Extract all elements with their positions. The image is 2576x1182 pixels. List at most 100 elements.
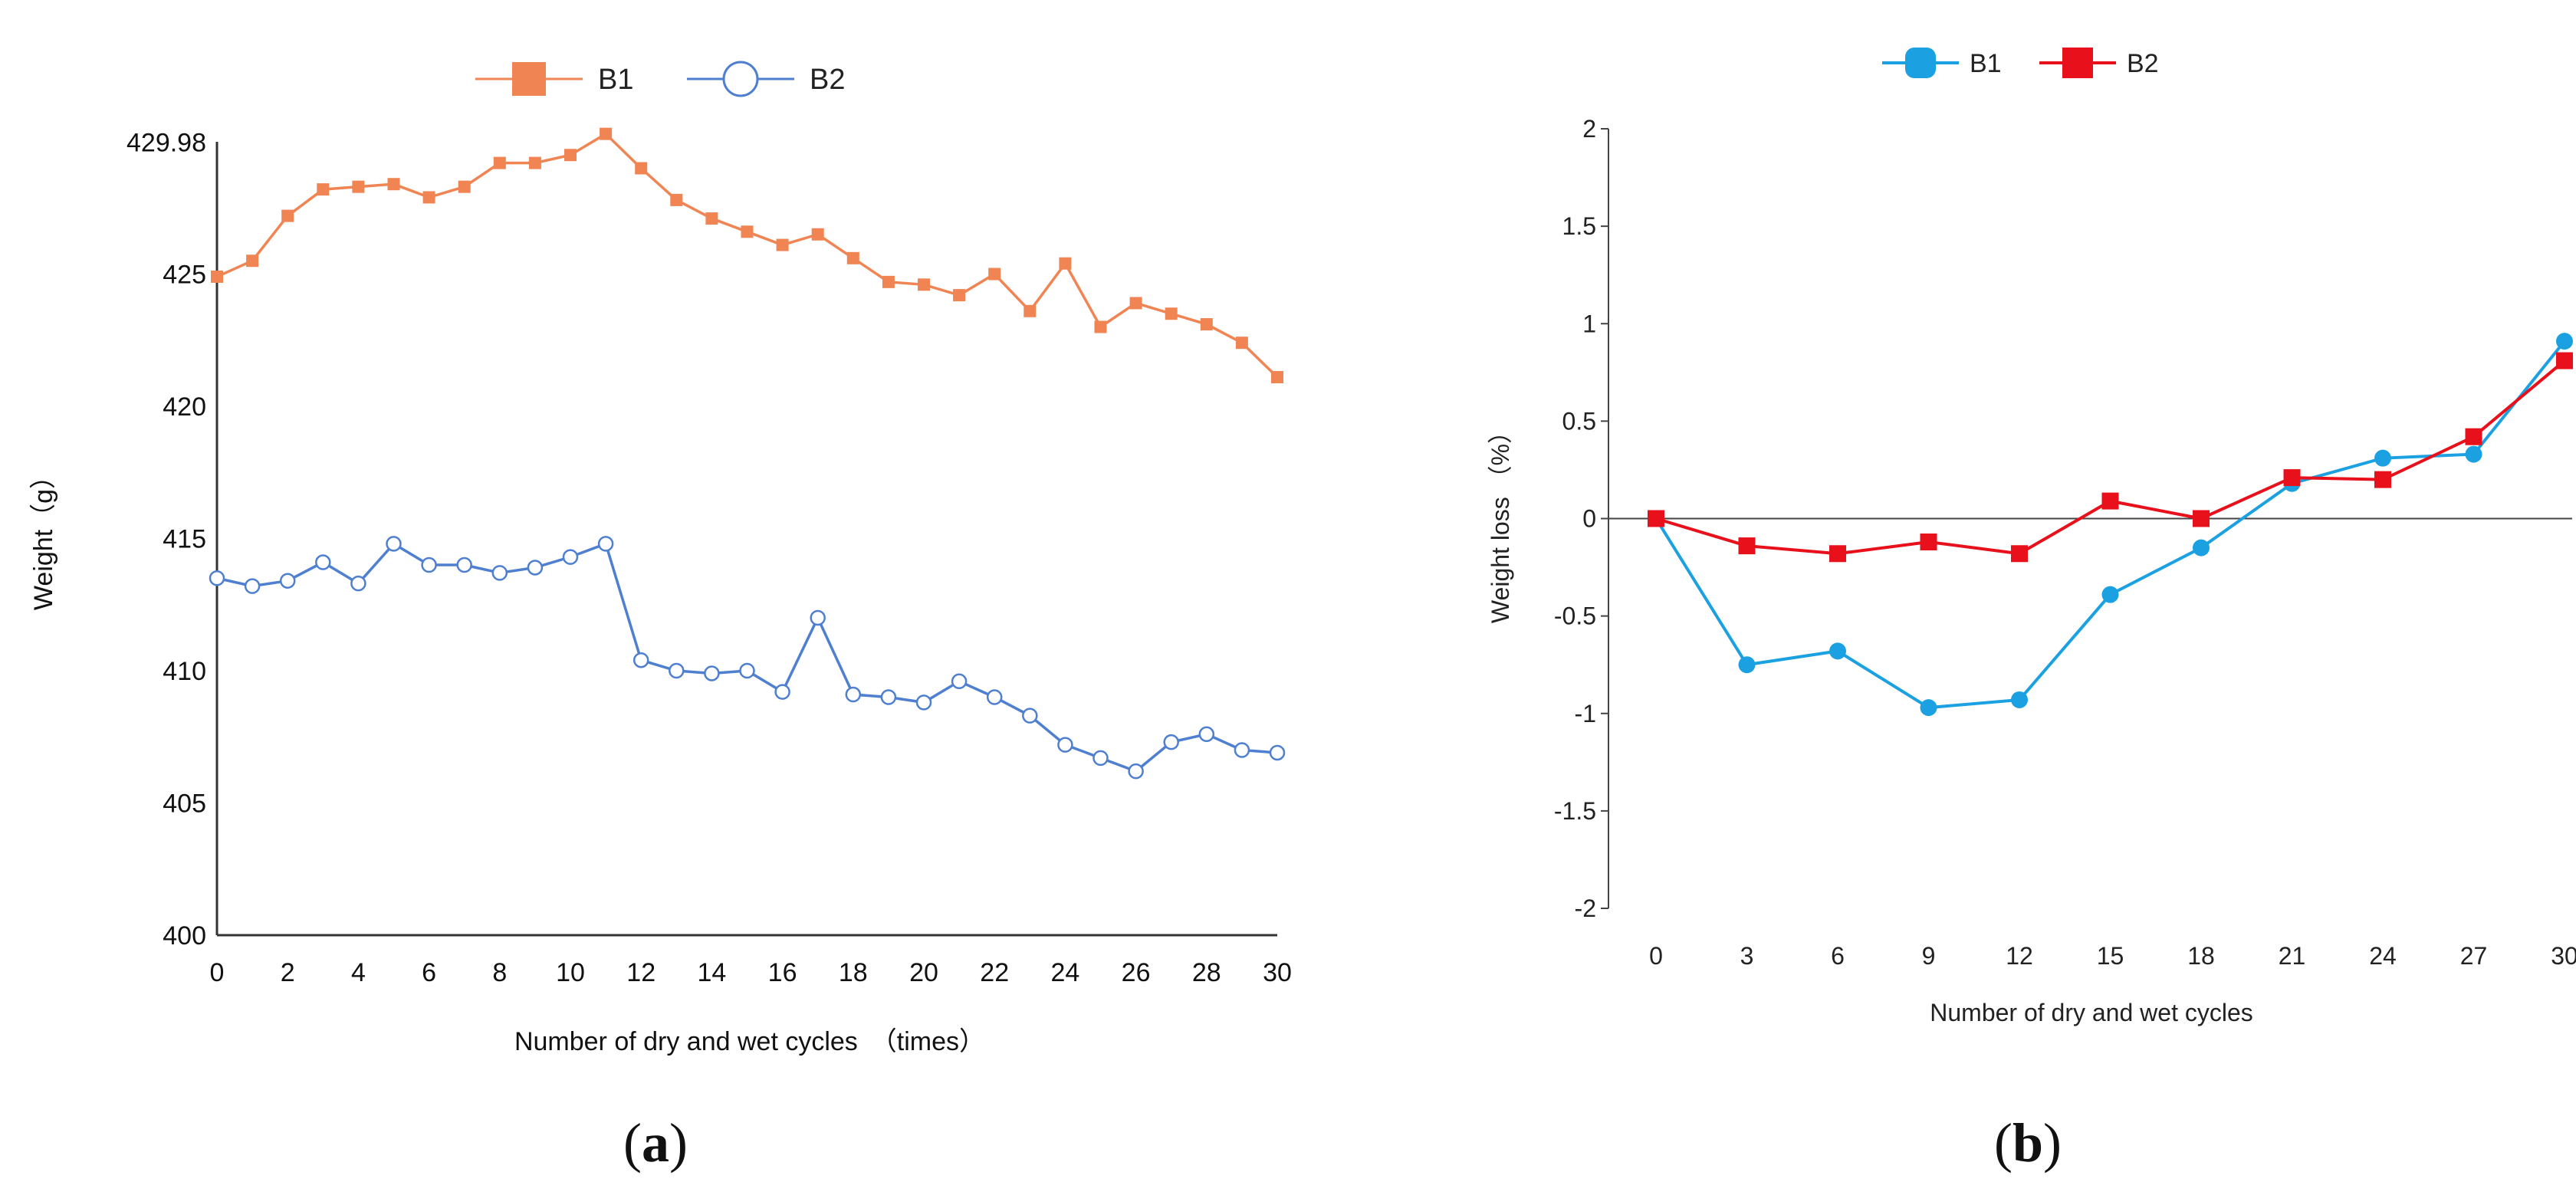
data-point-B2: [704, 665, 720, 681]
data-point-B2: [209, 570, 225, 586]
x-tick-label: 27: [2460, 942, 2488, 970]
x-tick-label: 30: [2551, 942, 2576, 970]
y-tick-label: 400: [163, 921, 206, 951]
series-line-B2: [216, 542, 1278, 773]
data-point-B1: [600, 127, 613, 140]
series-line-B1: [1654, 340, 2566, 710]
x-tick-label: 16: [768, 958, 797, 987]
y-axis-title: Weight loss （%）: [1487, 419, 1514, 623]
data-point-B1: [1094, 320, 1107, 333]
data-point-B2: [1022, 708, 1038, 724]
y-tick-label: 1.5: [1562, 212, 1596, 240]
data-point-B2: [2465, 428, 2482, 445]
data-point-B2: [2101, 492, 2119, 510]
data-point-B2: [951, 673, 968, 690]
data-point-B1: [776, 238, 789, 251]
x-tick-label: 24: [1050, 958, 1079, 987]
data-point-B1: [705, 212, 718, 225]
data-point-B1: [2193, 539, 2210, 557]
data-point-B1: [2465, 445, 2482, 463]
data-point-B1: [2101, 586, 2119, 603]
data-point-B2: [597, 536, 614, 552]
data-point-B2: [1198, 726, 1215, 743]
legend-label-B2: B2: [2127, 49, 2159, 78]
legend-marker-B2: [722, 61, 759, 97]
data-point-B1: [246, 254, 259, 268]
y-tick-label: -1.5: [1554, 797, 1596, 825]
data-point-B2: [810, 609, 826, 626]
data-point-B2: [1234, 742, 1250, 758]
x-tick-label: 20: [909, 958, 938, 987]
data-point-B1: [564, 149, 577, 162]
data-point-B2: [562, 549, 579, 565]
x-tick-label: 24: [2369, 942, 2397, 970]
caption-open: (: [1994, 1112, 2013, 1174]
data-point-B2: [1269, 744, 1286, 761]
data-point-B2: [669, 662, 685, 679]
y-tick-label: 0: [1582, 505, 1596, 533]
x-tick-label: 0: [1649, 942, 1663, 970]
x-tick-label: 4: [351, 958, 366, 987]
legend-label-B1: B1: [1970, 49, 2002, 78]
x-tick-label: 18: [839, 958, 868, 987]
x-axis-title: Number of dry and wet cycles （times）: [514, 1027, 985, 1056]
legend: B1 B2: [475, 61, 845, 97]
series-B1: [1648, 333, 2573, 717]
data-point-B1: [387, 178, 400, 191]
data-point-B2: [1648, 510, 1664, 527]
y-tick-label: 415: [163, 525, 206, 554]
x-tick-label: 6: [422, 958, 436, 987]
data-point-B1: [988, 268, 1001, 281]
x-tick-label: 28: [1192, 958, 1221, 987]
x-tick-label: 12: [2006, 942, 2033, 970]
x-tick-label: 3: [1740, 942, 1754, 970]
data-point-B1: [846, 251, 859, 264]
data-point-B2: [774, 684, 790, 700]
y-tick-label: 0.5: [1562, 407, 1596, 435]
y-axis-title: Weight（g）: [29, 463, 58, 610]
data-point-B1: [352, 180, 365, 193]
series-line-B1: [216, 132, 1279, 379]
series-B2: [209, 536, 1286, 780]
data-point-B2: [350, 575, 366, 592]
data-point-B2: [2011, 545, 2028, 563]
data-point-B1: [918, 278, 930, 291]
y-tick-label: 420: [163, 392, 206, 422]
x-tick-label: 10: [556, 958, 585, 987]
x-tick-label: 30: [1263, 958, 1292, 987]
y-tick-label: 1: [1582, 310, 1596, 337]
y-tick-label: -2: [1575, 895, 1596, 922]
data-point-B2: [1057, 737, 1073, 753]
caption-close: ): [2043, 1112, 2062, 1174]
legend-label-B2: B2: [810, 64, 845, 96]
data-point-B1: [317, 183, 330, 196]
data-point-B1: [2374, 449, 2391, 467]
data-point-B1: [2011, 691, 2028, 708]
data-point-B1: [635, 162, 648, 175]
data-point-B1: [1024, 304, 1037, 317]
data-point-B1: [1059, 257, 1072, 270]
data-point-B2: [1128, 763, 1144, 780]
x-tick-label: 9: [1922, 942, 1936, 970]
x-axis-title: Number of dry and wet cycles: [1930, 999, 2253, 1026]
caption-open: (: [623, 1112, 642, 1174]
legend-marker-B1: [512, 62, 546, 96]
data-point-B1: [1920, 699, 1937, 717]
data-point-B1: [882, 275, 895, 288]
legend-marker-B1: [1905, 48, 1936, 78]
data-point-B1: [422, 191, 435, 204]
x-tick-label: 0: [210, 958, 225, 987]
series-B2: [1648, 352, 2573, 563]
x-tick-label: 8: [492, 958, 507, 987]
data-point-B2: [845, 686, 862, 703]
x-tick-label: 26: [1122, 958, 1151, 987]
chart-b: -2 -1.5 -1 -0.5 0 0.5 1 1.5 2 0 3 6 9 12 15 18 21 24 27 30 N…: [1487, 48, 2576, 1174]
y-tick-label: 425: [163, 261, 206, 290]
data-point-B1: [741, 225, 754, 238]
data-point-B1: [493, 156, 506, 169]
data-point-B2: [421, 557, 437, 573]
data-point-B2: [527, 560, 544, 576]
x-tick-label: 15: [2097, 942, 2124, 970]
data-point-B1: [1235, 337, 1248, 350]
